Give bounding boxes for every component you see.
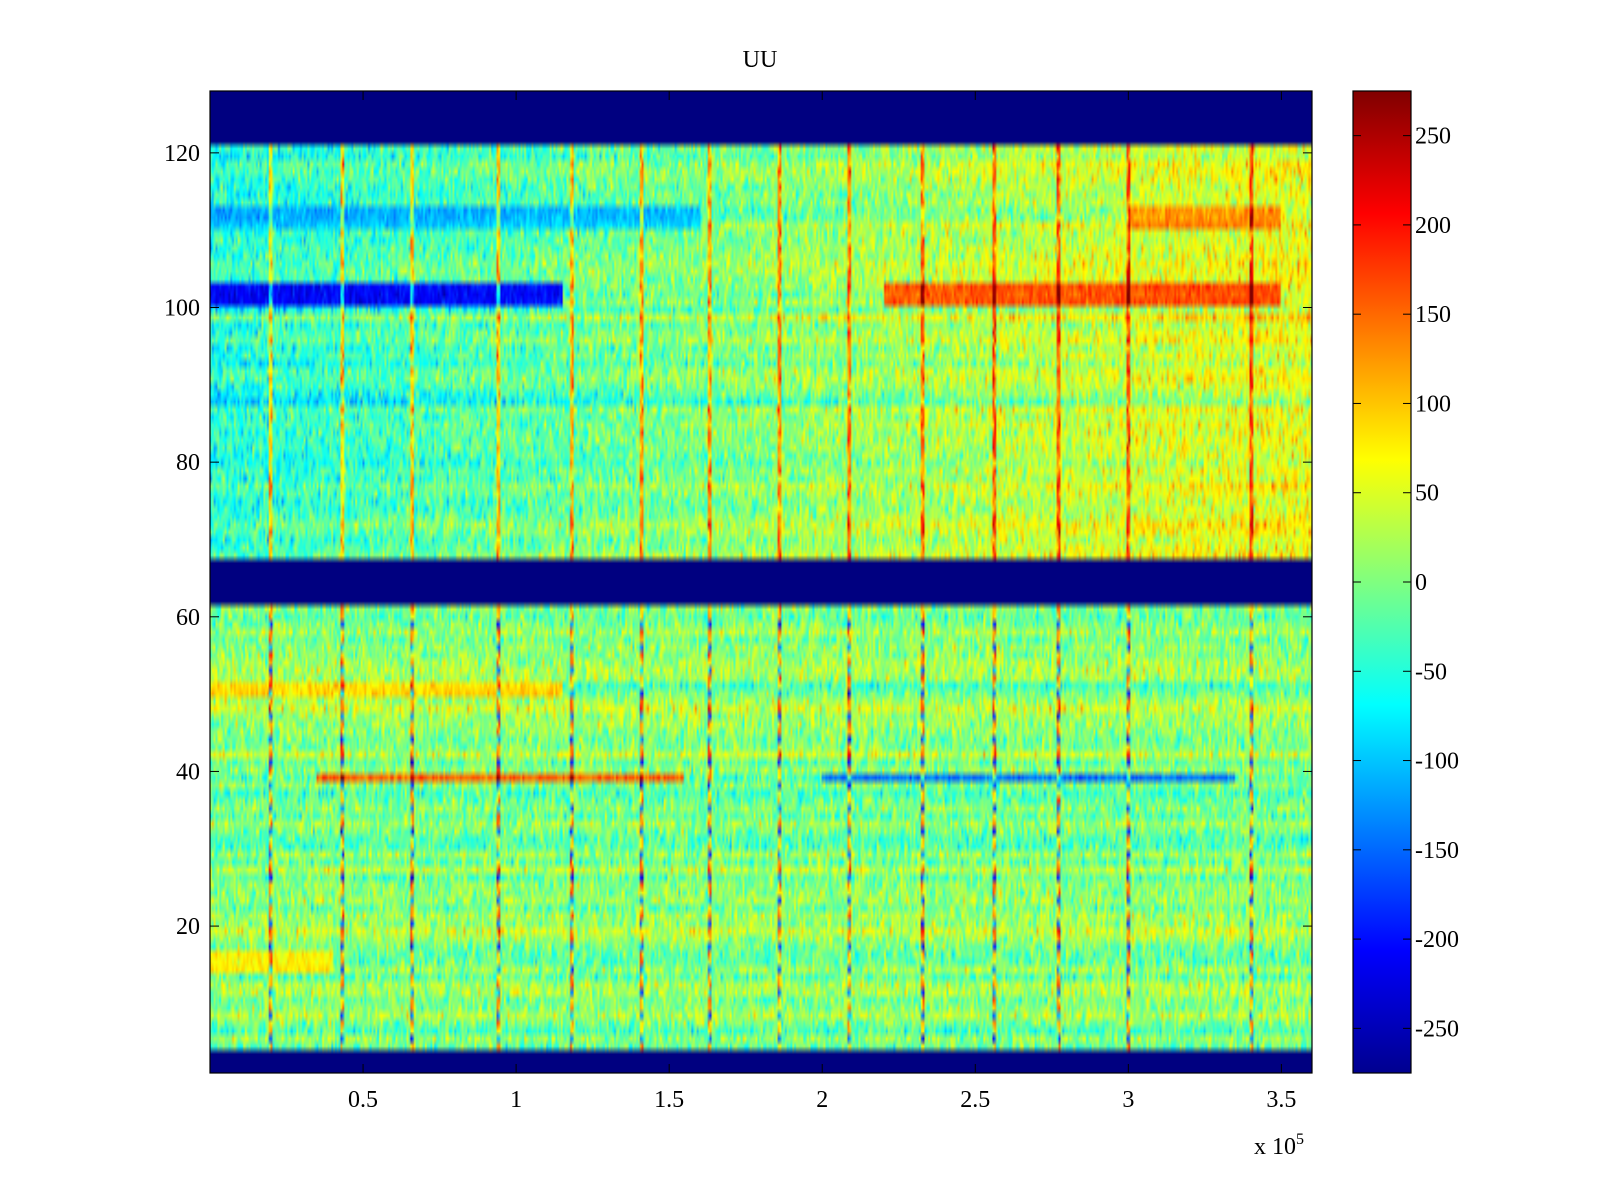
x-tick-label: 1.5 bbox=[654, 1087, 684, 1113]
x-tick-label: 2 bbox=[816, 1087, 828, 1113]
x-multiplier-label: x 105 bbox=[1254, 1131, 1304, 1160]
heatmap-image bbox=[210, 91, 1312, 1073]
x-tick-label: 3 bbox=[1122, 1087, 1134, 1113]
colorbar-tick-label: 100 bbox=[1415, 391, 1451, 417]
y-tick-label: 100 bbox=[164, 296, 200, 322]
x-multiplier-base: x 10 bbox=[1254, 1134, 1296, 1160]
x-multiplier-exponent: 5 bbox=[1296, 1131, 1304, 1148]
y-axis: 20 40 60 80 100 120 bbox=[164, 141, 1312, 940]
x-tick-label: 1 bbox=[510, 1087, 522, 1113]
x-axis: 0.5 1 1.5 2 2.5 3 3.5 bbox=[348, 91, 1296, 1113]
colorbar-tick-label: -100 bbox=[1415, 749, 1459, 775]
y-tick-label: 120 bbox=[164, 141, 200, 167]
colorbar-tick-label: 200 bbox=[1415, 213, 1451, 239]
y-tick-label: 60 bbox=[176, 605, 200, 631]
colorbar-tick-label: -250 bbox=[1415, 1016, 1459, 1042]
x-tick-label: 0.5 bbox=[348, 1087, 378, 1113]
colorbar-tick-label: -150 bbox=[1415, 838, 1459, 864]
plot-area-frame bbox=[209, 90, 1313, 1074]
colorbar-tick-label: 150 bbox=[1415, 302, 1451, 328]
x-tick-label: 3.5 bbox=[1266, 1087, 1296, 1113]
y-tick-label: 80 bbox=[176, 450, 200, 476]
chart-title: UU bbox=[743, 47, 778, 73]
colorbar-tick-label: 0 bbox=[1415, 570, 1427, 596]
x-tick-label: 2.5 bbox=[960, 1087, 990, 1113]
colorbar-tick-label: -200 bbox=[1415, 927, 1459, 953]
colorbar-tick-label: -50 bbox=[1415, 659, 1447, 685]
colorbar-axis: 250 200 150 100 50 0 -50 -100 -150 -200 -250 bbox=[1353, 124, 1459, 1042]
colorbar-tick-label: 50 bbox=[1415, 481, 1439, 507]
y-tick-label: 40 bbox=[176, 759, 200, 785]
colorbar bbox=[1352, 90, 1412, 1074]
colorbar-tick-label: 250 bbox=[1415, 124, 1451, 150]
y-tick-label: 20 bbox=[176, 914, 200, 940]
